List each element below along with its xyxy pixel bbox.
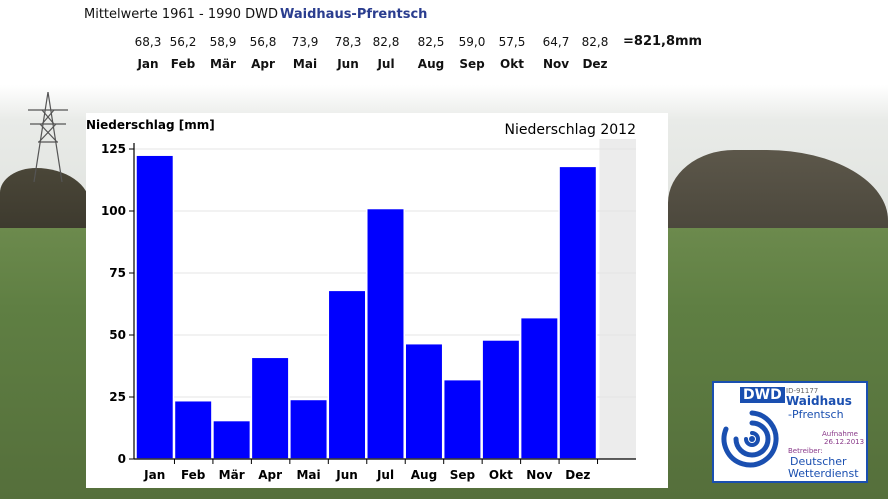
x-tick-label: Aug: [411, 468, 437, 482]
bar-jun: [327, 289, 367, 460]
normal-value: 57,5: [498, 35, 526, 49]
normal-value: 64,7: [542, 35, 570, 49]
normal-value: 56,2: [169, 35, 197, 49]
logo-date: 26.12.2013: [824, 438, 865, 446]
bar-jul: [366, 207, 405, 460]
x-tick-label: Sep: [450, 468, 476, 482]
bar-feb: [173, 399, 213, 460]
future-region: [599, 139, 636, 459]
station-name: Waidhaus-Pfrentsch: [280, 7, 428, 22]
normal-value: 59,0: [458, 35, 486, 49]
normal-value: 58,9: [209, 35, 237, 49]
chart-title: Niederschlag 2012: [504, 122, 636, 138]
month-label: Mär: [210, 57, 236, 71]
x-tick-label: Jan: [143, 468, 165, 482]
month-label: Feb: [170, 57, 196, 71]
logo-station-name-1: Waidhaus: [786, 394, 852, 408]
bar-mär: [212, 419, 252, 460]
normal-value: 82,8: [372, 35, 400, 49]
normal-value: 82,5: [417, 35, 445, 49]
y-tick-label: 125: [101, 142, 126, 156]
bar-jan: [135, 154, 175, 460]
logo-org-line-2: Wetterdienst: [788, 467, 859, 480]
x-tick-label: Jun: [335, 468, 358, 482]
normal-value: 68,3: [134, 35, 162, 49]
y-tick-label: 0: [118, 452, 126, 466]
normal-value: 82,8: [581, 35, 609, 49]
logo-station-name-2: -Pfrentsch: [788, 408, 844, 421]
bar-nov: [519, 316, 559, 460]
bar-okt: [481, 339, 521, 460]
month-label: Sep: [459, 57, 485, 71]
x-tick-label: Mär: [219, 468, 245, 482]
precipitation-chart: 0 25 50 75 100 125 Jan Feb Mär Apr Mai Jun Jul Aug Sep…: [86, 118, 636, 482]
y-tick-label: 50: [109, 328, 126, 342]
logo-aufnahme-label: Aufnahme: [822, 430, 858, 438]
logo-org-line-1: Deutscher: [790, 455, 847, 468]
x-tick-label: Dez: [565, 468, 590, 482]
dwd-spiral-icon: [721, 410, 779, 468]
bar-dez: [558, 165, 598, 460]
month-label: Mai: [292, 57, 318, 71]
header-title: Mittelwerte 1961 - 1990 DWD: [84, 7, 278, 22]
x-tick-label: Mai: [296, 468, 320, 482]
normal-value: 78,3: [334, 35, 362, 49]
bar-sep: [442, 378, 482, 460]
bar-apr: [250, 356, 290, 460]
y-tick-label: 75: [109, 266, 126, 280]
month-label: Okt: [500, 57, 524, 71]
annual-total: =821,8mm: [623, 34, 703, 49]
month-label: Jan: [137, 57, 159, 71]
month-label: Dez: [582, 57, 608, 71]
normal-value: 56,8: [249, 35, 277, 49]
month-label: Jun: [337, 57, 359, 71]
x-tick-label: Jul: [376, 468, 394, 482]
x-tick-label: Okt: [489, 468, 513, 482]
logo-betreiber-label: Betreiber:: [788, 447, 823, 455]
month-label: Jul: [377, 57, 395, 71]
x-tick-label: Apr: [258, 468, 282, 482]
station-id: ID-91177: [786, 387, 819, 395]
power-pylon-icon: [28, 92, 68, 182]
y-tick-label: 100: [101, 204, 126, 218]
y-tick-label: 25: [109, 390, 126, 404]
dwd-brand: DWD: [740, 387, 785, 403]
month-label: Nov: [542, 57, 570, 71]
normal-value: 73,9: [291, 35, 319, 49]
month-label: Aug: [417, 57, 445, 71]
bar-aug: [404, 342, 444, 460]
dwd-station-logo: DWD ID-91177 Waidhaus -Pfrentsch Aufnahm…: [712, 381, 868, 483]
y-axis-label: Niederschlag [mm]: [86, 118, 215, 132]
x-tick-label: Feb: [181, 468, 206, 482]
bar-mai: [289, 398, 329, 460]
month-label: Apr: [251, 57, 275, 71]
x-tick-label: Nov: [526, 468, 552, 482]
